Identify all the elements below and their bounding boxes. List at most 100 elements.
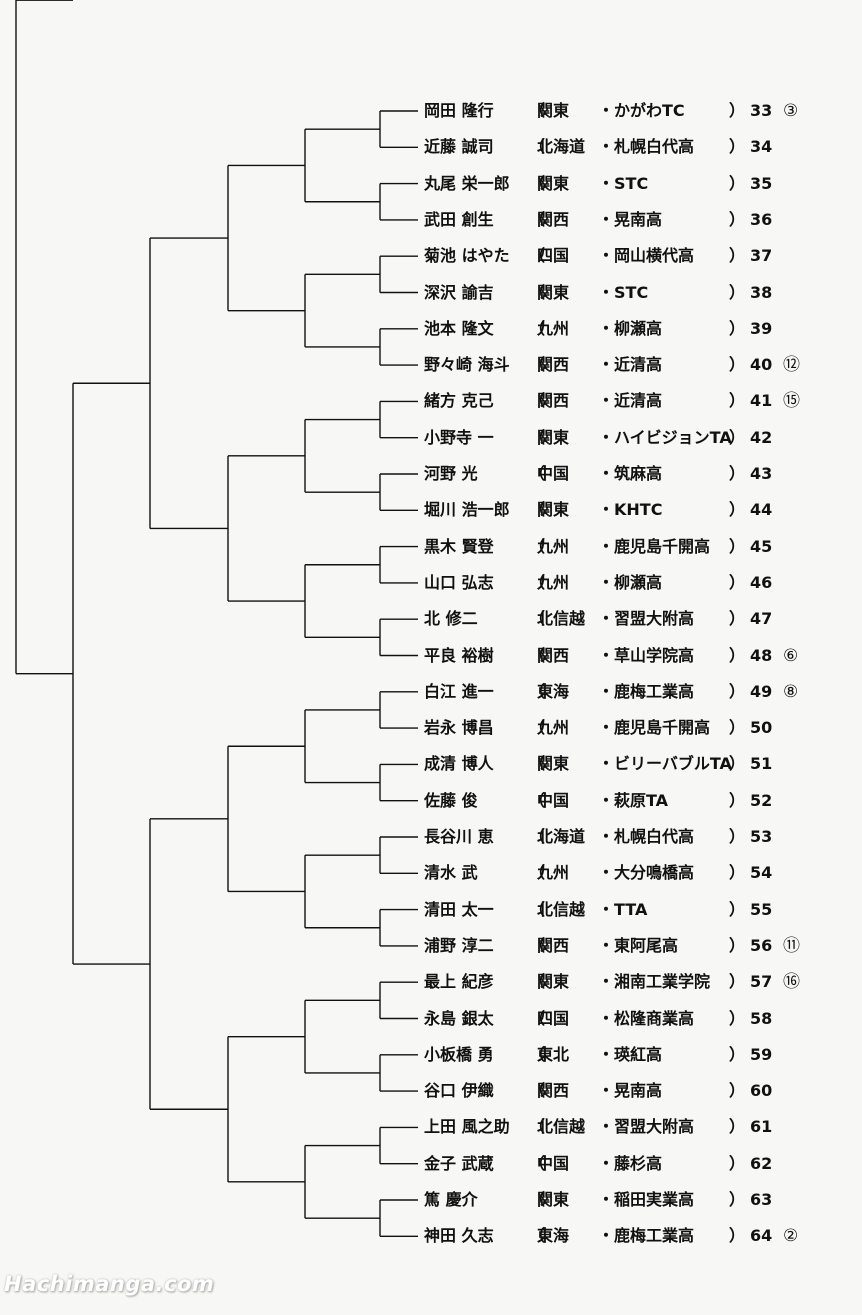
region-label: 関東 <box>537 754 570 774</box>
seed-badge: ② <box>783 1226 799 1247</box>
entry-number: 39 <box>750 318 773 338</box>
bracket-entry: 武田 創生 （関西 ・晃南高 ） 36 <box>0 205 862 235</box>
close-paren: ） <box>729 718 746 738</box>
region-label: 九州 <box>537 863 570 883</box>
player-name: 永島 銀太 <box>424 1008 494 1028</box>
entry-number: 40 <box>750 355 773 375</box>
open-paren: （ <box>529 173 546 193</box>
entry-number: 55 <box>750 899 773 919</box>
bracket-entry: 清水 武 （九州 ・大分鳴橋高 ） 54 <box>0 858 862 888</box>
close-paren: ） <box>729 318 746 338</box>
close-paren: ） <box>729 1190 746 1209</box>
region-label: 関東 <box>537 1190 570 1209</box>
open-paren: （ <box>529 209 546 229</box>
region-label: 関東 <box>537 173 570 193</box>
club-label: ・STC <box>598 173 649 193</box>
close-paren: ） <box>729 282 746 302</box>
close-paren: ） <box>729 935 746 955</box>
bracket-entry: 浦野 淳二 （関西 ・東阿尾高 ） 56 ⑪ <box>0 931 862 961</box>
open-paren: （ <box>529 1117 546 1137</box>
open-paren: （ <box>529 1153 546 1173</box>
region-label: 関東 <box>537 101 570 120</box>
region-label: 北海道 <box>537 827 586 846</box>
bracket-entry: 河野 光 （中国 ・筑麻高 ） 43 <box>0 459 862 489</box>
open-paren: （ <box>529 790 546 810</box>
club-label: ・札幌白代高 <box>598 827 695 846</box>
open-paren: （ <box>529 1226 546 1246</box>
club-label: ・ハイビジョンTA <box>598 427 732 447</box>
player-name: 長谷川 恵 <box>424 827 494 846</box>
entry-number: 46 <box>750 572 773 592</box>
bracket-entry: 成清 博人 （関東 ・ビリーバブルTA） 51 <box>0 749 862 779</box>
bracket-entry: 永島 銀太 （四国 ・松隆商業高 ） 58 <box>0 1004 862 1034</box>
open-paren: （ <box>529 101 546 120</box>
player-name: 池本 隆文 <box>424 318 494 338</box>
open-paren: （ <box>529 572 546 592</box>
region-label: 関東 <box>537 282 570 302</box>
player-name: 金子 武蔵 <box>424 1153 494 1173</box>
bracket-entry: 菊池 はやた （四国 ・岡山横代高 ） 37 <box>0 241 862 271</box>
club-label: ・筑麻高 <box>598 464 663 483</box>
region-label: 九州 <box>537 318 570 338</box>
region-label: 四国 <box>537 246 570 266</box>
region-label: 中国 <box>537 464 570 483</box>
club-label: ・瑛紅高 <box>598 1044 663 1064</box>
open-paren: （ <box>529 863 546 883</box>
player-name: 緒方 克己 <box>424 391 494 411</box>
close-paren: ） <box>729 464 746 483</box>
player-name: 清水 武 <box>424 863 478 883</box>
region-label: 関東 <box>537 972 570 992</box>
player-name: 上田 風之助 <box>424 1117 510 1137</box>
club-label: ・草山学院高 <box>598 645 695 665</box>
bracket-entry: 北 修二 （北信越 ・習盟大附高 ） 47 <box>0 604 862 634</box>
club-label: ・稲田実業高 <box>598 1190 695 1209</box>
entry-number: 58 <box>750 1008 773 1028</box>
region-label: 関西 <box>537 209 570 229</box>
bracket-entry: 神田 久志 （東海 ・鹿梅工業高 ） 64 ② <box>0 1221 862 1251</box>
close-paren: ） <box>729 137 746 157</box>
player-name: 白江 進一 <box>424 681 494 701</box>
club-label: ・鹿児島千開高 <box>598 536 711 556</box>
entry-number: 56 <box>750 935 773 955</box>
club-label: ・鹿梅工業高 <box>598 1226 695 1246</box>
region-label: 関西 <box>537 935 570 955</box>
player-name: 清田 太一 <box>424 899 494 919</box>
close-paren: ） <box>729 827 746 846</box>
club-label: ・近清高 <box>598 391 663 411</box>
close-paren: ） <box>729 209 746 229</box>
open-paren: （ <box>529 282 546 302</box>
region-label: 関西 <box>537 355 570 375</box>
region-label: 東海 <box>537 1226 570 1246</box>
club-label: ・鹿梅工業高 <box>598 681 695 701</box>
player-name: 小野寺 一 <box>424 427 494 447</box>
watermark-text: Hachimanga.com <box>4 1272 215 1296</box>
entry-number: 36 <box>750 209 773 229</box>
close-paren: ） <box>729 427 746 447</box>
player-name: 山口 弘志 <box>424 572 494 592</box>
region-label: 中国 <box>537 790 570 810</box>
club-label: ・ビリーバブルTA <box>598 754 732 774</box>
close-paren: ） <box>729 609 746 629</box>
open-paren: （ <box>529 1044 546 1064</box>
bracket-entry: 丸尾 栄一郎 （関東 ・STC ） 35 <box>0 169 862 199</box>
entry-number: 48 <box>750 645 773 665</box>
player-name: 佐藤 俊 <box>424 790 478 810</box>
bracket-entry: 池本 隆文 （九州 ・柳瀬高 ） 39 <box>0 314 862 344</box>
club-label: ・柳瀬高 <box>598 318 663 338</box>
player-name: 篤 慶介 <box>424 1190 478 1209</box>
entry-number: 44 <box>750 500 773 520</box>
player-name: 岡田 隆行 <box>424 101 494 120</box>
close-paren: ） <box>729 899 746 919</box>
close-paren: ） <box>729 1153 746 1173</box>
entry-number: 43 <box>750 464 773 483</box>
player-name: 武田 創生 <box>424 209 494 229</box>
region-label: 北信越 <box>537 1117 586 1137</box>
open-paren: （ <box>529 391 546 411</box>
bracket-entry: 谷口 伊織 （関西 ・晃南高 ） 60 <box>0 1076 862 1106</box>
entry-number: 57 <box>750 972 773 992</box>
bracket-entry: 緒方 克己 （関西 ・近清高 ） 41 ⑮ <box>0 386 862 416</box>
region-label: 九州 <box>537 572 570 592</box>
club-label: ・晃南高 <box>598 209 663 229</box>
region-label: 東海 <box>537 681 570 701</box>
close-paren: ） <box>729 1081 746 1101</box>
